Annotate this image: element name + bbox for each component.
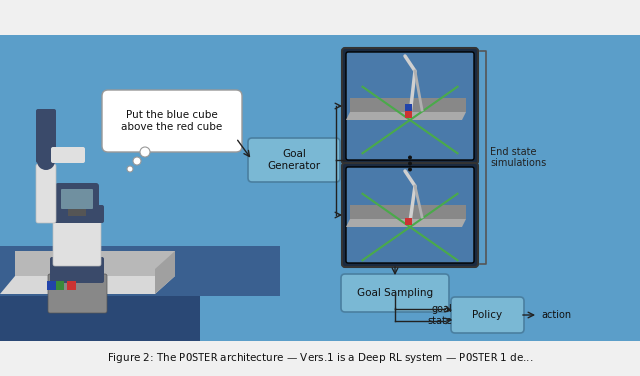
Polygon shape <box>350 205 466 219</box>
Bar <box>47 281 56 290</box>
Text: Put the blue cube
above the red cube: Put the blue cube above the red cube <box>122 110 223 132</box>
Polygon shape <box>346 219 466 227</box>
Text: action: action <box>541 310 571 320</box>
Bar <box>0 341 640 376</box>
FancyBboxPatch shape <box>342 48 478 164</box>
Bar <box>405 218 412 225</box>
Polygon shape <box>0 276 175 294</box>
FancyBboxPatch shape <box>342 163 478 267</box>
Text: Goal Sampling: Goal Sampling <box>357 288 433 298</box>
Text: Goal
Generator: Goal Generator <box>268 149 321 171</box>
Circle shape <box>127 166 133 172</box>
FancyBboxPatch shape <box>346 167 474 263</box>
Bar <box>405 111 412 118</box>
Bar <box>0 35 640 341</box>
Polygon shape <box>15 251 175 276</box>
FancyBboxPatch shape <box>102 90 242 152</box>
FancyBboxPatch shape <box>36 109 56 163</box>
Text: Figure 2: The $\mathtt{POSTER}$ architecture — Vers.1 is a Deep RL system — $\ma: Figure 2: The $\mathtt{POSTER}$ architec… <box>107 351 533 365</box>
Polygon shape <box>0 296 200 341</box>
FancyBboxPatch shape <box>61 189 93 209</box>
Text: goal: goal <box>431 304 452 314</box>
FancyBboxPatch shape <box>55 183 99 214</box>
Polygon shape <box>346 112 466 120</box>
FancyBboxPatch shape <box>248 138 340 182</box>
Bar <box>68 208 86 216</box>
Circle shape <box>133 157 141 165</box>
Text: Policy: Policy <box>472 310 502 320</box>
FancyBboxPatch shape <box>51 147 85 163</box>
FancyBboxPatch shape <box>341 274 449 312</box>
Text: End state
simulations: End state simulations <box>490 147 547 168</box>
Circle shape <box>408 167 412 171</box>
FancyBboxPatch shape <box>53 207 101 266</box>
Bar <box>405 104 412 111</box>
FancyBboxPatch shape <box>48 274 107 313</box>
FancyBboxPatch shape <box>451 297 524 333</box>
Circle shape <box>37 152 55 170</box>
FancyBboxPatch shape <box>346 52 474 160</box>
Bar <box>67 281 76 290</box>
Circle shape <box>408 162 412 165</box>
Circle shape <box>408 156 412 159</box>
Bar <box>55 281 64 290</box>
FancyBboxPatch shape <box>36 164 56 223</box>
FancyBboxPatch shape <box>48 205 104 223</box>
Text: state: state <box>427 316 452 326</box>
FancyBboxPatch shape <box>50 257 104 283</box>
Polygon shape <box>0 246 280 296</box>
Polygon shape <box>350 98 466 112</box>
Polygon shape <box>155 251 175 294</box>
Circle shape <box>140 147 150 157</box>
